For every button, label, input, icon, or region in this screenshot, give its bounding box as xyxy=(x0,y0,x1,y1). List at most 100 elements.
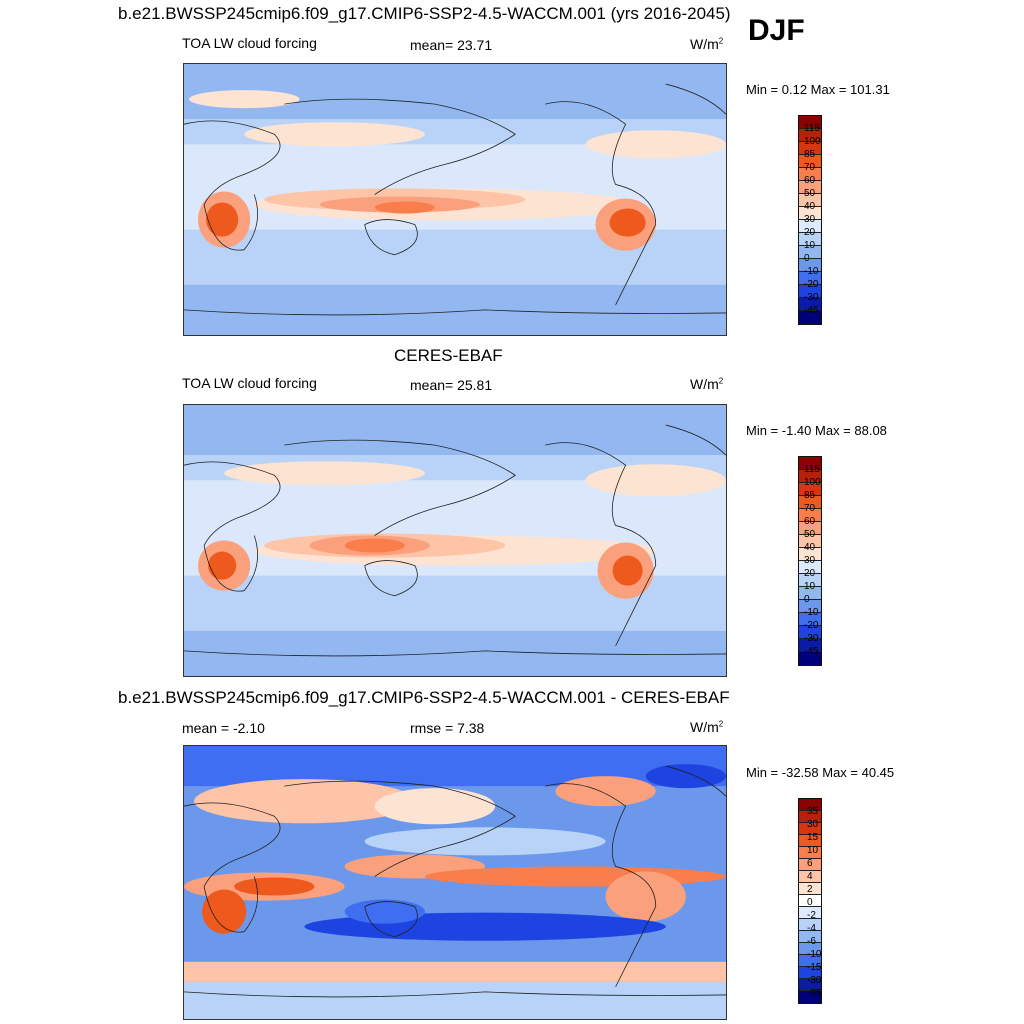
colorbar-label: 15 xyxy=(807,832,819,843)
colorbar-swatch xyxy=(799,259,821,272)
panel2-units: W/m2 xyxy=(690,376,724,392)
colorbar-swatch xyxy=(799,587,821,600)
colorbar-label: 70 xyxy=(804,162,816,173)
panel3-map-field xyxy=(184,746,726,1019)
colorbar-swatch xyxy=(799,652,821,665)
panel2-map xyxy=(183,404,727,677)
panel1-map xyxy=(183,63,727,336)
colorbar-label: 2 xyxy=(807,884,813,895)
colorbar-swatch xyxy=(799,823,821,835)
colorbar-swatch xyxy=(799,509,821,522)
colorbar-label: -30 xyxy=(804,292,819,303)
colorbar-label: 40 xyxy=(804,542,816,553)
panel1-variable-label: TOA LW cloud forcing xyxy=(182,35,317,51)
colorbar-swatch xyxy=(799,483,821,496)
colorbar-swatch xyxy=(799,298,821,311)
colorbar-label: 85 xyxy=(804,490,816,501)
colorbar-swatch xyxy=(799,129,821,142)
panel2-title: CERES-EBAF xyxy=(394,346,503,365)
colorbar-swatch xyxy=(799,919,821,931)
colorbar-label: -2 xyxy=(807,910,816,921)
colorbar-swatch xyxy=(799,220,821,233)
colorbar-label: -30 xyxy=(804,633,819,644)
colorbar-swatch xyxy=(799,233,821,246)
colorbar-label: 85 xyxy=(804,149,816,160)
colorbar-label: 50 xyxy=(804,529,816,540)
colorbar-swatch xyxy=(799,979,821,991)
panel2-map-field xyxy=(184,405,726,676)
colorbar-label: 50 xyxy=(804,188,816,199)
colorbar-swatch xyxy=(799,955,821,967)
panel1-mean: mean= 23.71 xyxy=(410,37,493,53)
colorbar-label: 20 xyxy=(804,568,816,579)
panel1-colorbar xyxy=(798,115,822,325)
panel3-colorbar xyxy=(798,798,822,1004)
colorbar-label: 4 xyxy=(807,871,813,882)
panel3-units: W/m2 xyxy=(690,719,724,735)
colorbar-swatch xyxy=(799,626,821,639)
colorbar-label: 35 xyxy=(807,806,819,817)
colorbar-label: 100 xyxy=(804,136,821,147)
colorbar-swatch xyxy=(799,859,821,871)
colorbar-swatch xyxy=(799,470,821,483)
panel3-title: b.e21.BWSSP245cmip6.f09_g17.CMIP6-SSP2-4… xyxy=(118,688,730,707)
panel2-mean: mean= 25.81 xyxy=(410,377,493,393)
colorbar-swatch xyxy=(799,535,821,548)
colorbar-swatch xyxy=(799,883,821,895)
colorbar-label: 60 xyxy=(804,175,816,186)
colorbar-swatch xyxy=(799,142,821,155)
colorbar-label: -10 xyxy=(804,607,819,618)
colorbar-swatch xyxy=(799,207,821,220)
panel2-minmax: Min = -1.40 Max = 88.08 xyxy=(746,423,887,438)
colorbar-swatch xyxy=(799,311,821,324)
colorbar-label: -20 xyxy=(804,279,819,290)
colorbar-swatch xyxy=(799,496,821,509)
colorbar-label: 20 xyxy=(804,227,816,238)
colorbar-label: -6 xyxy=(807,936,816,947)
colorbar-label: 30 xyxy=(807,819,819,830)
colorbar-label: 115 xyxy=(804,123,820,134)
colorbar-swatch xyxy=(799,457,821,470)
colorbar-swatch xyxy=(799,522,821,535)
season-label: DJF xyxy=(748,14,805,47)
colorbar-label: 0 xyxy=(804,253,810,264)
colorbar-label: 70 xyxy=(804,503,816,514)
colorbar-swatch xyxy=(799,194,821,207)
colorbar-swatch xyxy=(799,600,821,613)
colorbar-swatch xyxy=(799,561,821,574)
colorbar-swatch xyxy=(799,272,821,285)
colorbar-swatch xyxy=(799,991,821,1003)
colorbar-label: 10 xyxy=(804,581,816,592)
colorbar-swatch xyxy=(799,835,821,847)
panel1-units: W/m2 xyxy=(690,36,724,52)
colorbar-swatch xyxy=(799,548,821,561)
colorbar-swatch xyxy=(799,895,821,907)
colorbar-label: 0 xyxy=(804,594,810,605)
panel2-colorbar xyxy=(798,456,822,666)
colorbar-label: -20 xyxy=(804,620,819,631)
colorbar-label: 115 xyxy=(804,464,820,475)
colorbar-swatch xyxy=(799,285,821,298)
panel1-minmax: Min = 0.12 Max = 101.31 xyxy=(746,82,890,97)
colorbar-swatch xyxy=(799,574,821,587)
colorbar-label: 6 xyxy=(807,858,813,869)
colorbar-label: -35 xyxy=(807,988,822,999)
panel3-map xyxy=(183,745,727,1020)
colorbar-label: -30 xyxy=(807,975,822,986)
panel3-mean: mean = -2.10 xyxy=(182,720,265,736)
panel3-minmax: Min = -32.58 Max = 40.45 xyxy=(746,765,895,780)
colorbar-label: 10 xyxy=(804,240,816,251)
colorbar-swatch xyxy=(799,943,821,955)
colorbar-swatch xyxy=(799,168,821,181)
panel3-rmse: rmse = 7.38 xyxy=(410,720,485,736)
colorbar-label: 100 xyxy=(804,477,821,488)
colorbar-swatch xyxy=(799,907,821,919)
panel2-variable-label: TOA LW cloud forcing xyxy=(182,375,317,391)
colorbar-swatch xyxy=(799,847,821,859)
colorbar-swatch xyxy=(799,613,821,626)
colorbar-swatch xyxy=(799,116,821,129)
colorbar-swatch xyxy=(799,155,821,168)
colorbar-label: -45 xyxy=(804,305,819,316)
colorbar-swatch xyxy=(799,811,821,823)
colorbar-swatch xyxy=(799,639,821,652)
